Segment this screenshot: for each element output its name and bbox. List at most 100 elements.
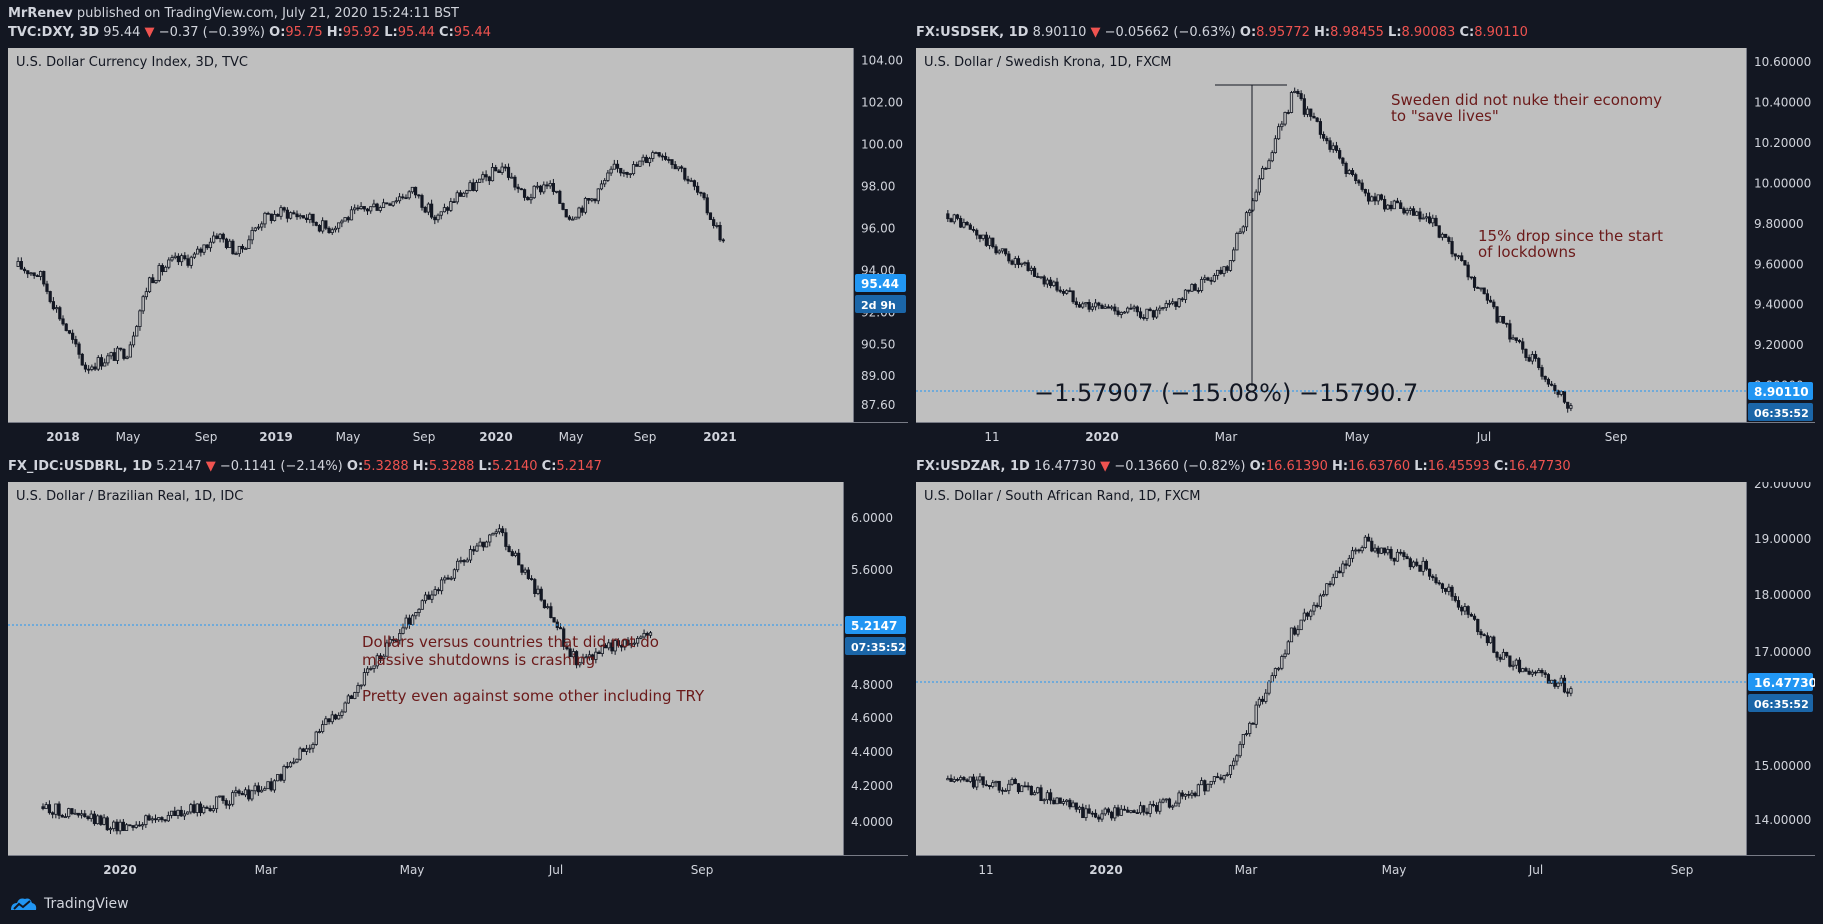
author-name[interactable]: MrRenev	[8, 6, 73, 21]
candle-body	[705, 197, 709, 214]
candle-body	[641, 156, 645, 162]
candle-body	[663, 156, 668, 160]
candle-body	[1077, 304, 1082, 308]
candle-body	[276, 214, 280, 217]
candle-body	[38, 271, 43, 277]
candle-body	[1331, 145, 1335, 150]
y-tick-label: 19.00000	[1754, 532, 1811, 546]
candle-body	[1283, 653, 1287, 657]
chart-panel-usdsek[interactable]: 10.60000 10.40000 10.20000 10.00000 9.80000 9…	[916, 48, 1815, 451]
chart-dxy[interactable]: 104.00102.00100.0098.0096.0094.0092.0090…	[8, 48, 908, 451]
candle-body	[625, 172, 629, 175]
candle-body	[234, 790, 238, 794]
candle-body	[430, 594, 434, 600]
brand-label[interactable]: TradingView	[44, 896, 129, 912]
candle-body	[76, 812, 80, 816]
x-tick-label: Sep	[1605, 430, 1628, 444]
candle-body	[1228, 260, 1233, 271]
candle-body	[442, 207, 447, 213]
candle-body	[22, 268, 27, 272]
candle-body	[484, 541, 489, 548]
candle-body	[1174, 301, 1178, 307]
candle-body	[702, 192, 706, 199]
price-tag-label: 5.2147	[851, 619, 897, 633]
candle-body	[1415, 211, 1419, 216]
chart-panel-usdbrl[interactable]: 6.0000 5.6000 4.8000 4.6000 4.4000 4.2000 4.00…	[8, 482, 908, 883]
candle-body	[29, 272, 33, 275]
candle-body	[51, 301, 56, 310]
candle-body	[404, 197, 408, 200]
candle-body	[147, 277, 152, 293]
candle-body	[1289, 92, 1294, 113]
candle-body	[987, 785, 992, 787]
candle-body	[153, 818, 158, 821]
x-tick-label: Sep	[195, 430, 218, 444]
symbol-label[interactable]: FX:USDZAR, 1D	[916, 459, 1030, 474]
candle-body	[369, 668, 373, 670]
candle-body	[1530, 354, 1534, 362]
price-tag-label: 95.44	[861, 277, 899, 291]
candle-body	[180, 255, 184, 263]
chart-usdzar[interactable]: 20.00000 19.00000 18.00000 17.00000 15.00000…	[916, 482, 1815, 883]
candle-body	[227, 803, 232, 806]
candle-body	[397, 196, 402, 202]
candle-body	[26, 270, 30, 275]
y-tick-label: 98.00	[861, 180, 895, 194]
candle-body	[1354, 174, 1358, 182]
candle-body	[1026, 785, 1030, 788]
symbol-label[interactable]: TVC:DXY, 3D	[8, 25, 100, 40]
chart-usdsek[interactable]: 10.60000 10.40000 10.20000 10.00000 9.80000 9…	[916, 48, 1815, 451]
candle-body	[1106, 808, 1111, 813]
candle-body	[353, 207, 357, 211]
candle-body	[346, 217, 350, 221]
header-dxy: TVC:DXY, 3D 95.44 ▼ −0.37 (−0.39%) O:95.…	[8, 25, 492, 40]
last-price: 5.2147	[156, 459, 202, 474]
symbol-label[interactable]: FX:USDSEK, 1D	[916, 25, 1029, 40]
candle-body	[112, 821, 116, 830]
countdown-tag	[1748, 403, 1813, 421]
candle-body	[32, 272, 36, 276]
candle-body	[57, 803, 61, 816]
chart-panel-usdzar[interactable]: 20.00000 19.00000 18.00000 17.00000 15.00000…	[916, 482, 1815, 883]
candle-body	[134, 824, 138, 828]
candle-body	[596, 188, 600, 202]
candle-body	[1489, 299, 1493, 303]
candle-body	[568, 648, 572, 658]
chart-usdbrl[interactable]: 6.0000 5.6000 4.8000 4.6000 4.4000 4.2000 4.00…	[8, 482, 908, 883]
candle-body	[401, 627, 405, 634]
candle-body	[1383, 198, 1387, 210]
x-tick-label: May	[400, 863, 425, 877]
candle-body	[1129, 307, 1133, 310]
candle-body	[1527, 670, 1531, 675]
candle-body	[1283, 112, 1287, 125]
candle-body	[1068, 290, 1072, 293]
publish-line: MrRenev published on TradingView.com, Ju…	[8, 6, 459, 21]
symbol-label[interactable]: FX_IDC:USDBRL, 1D	[8, 459, 152, 474]
candle-body	[295, 213, 299, 218]
candle-body	[1183, 289, 1188, 300]
candle-body	[42, 271, 46, 285]
candle-body	[609, 168, 613, 174]
candle-body	[619, 167, 623, 174]
candle-body	[141, 296, 145, 312]
candle-body	[115, 347, 120, 361]
candle-body	[176, 809, 180, 817]
y-tick-label: 90.50	[861, 337, 895, 351]
candle-body	[1228, 765, 1233, 775]
plot-area	[8, 48, 853, 422]
candle-body	[1569, 688, 1573, 694]
candle-body	[167, 259, 171, 268]
candle-body	[1376, 547, 1380, 554]
candle-body	[292, 761, 296, 764]
chart-panel-dxy[interactable]: 104.00102.00100.0098.0096.0094.0092.0090…	[8, 48, 908, 451]
candle-body	[1222, 266, 1226, 274]
candle-body	[256, 226, 261, 229]
candle-body	[581, 657, 585, 664]
candle-body	[382, 655, 386, 660]
candle-body	[712, 219, 716, 226]
candle-body	[247, 789, 251, 800]
candle-body	[166, 815, 170, 822]
candle-body	[1100, 304, 1104, 309]
candle-body	[504, 532, 508, 547]
candle-body	[330, 714, 334, 723]
